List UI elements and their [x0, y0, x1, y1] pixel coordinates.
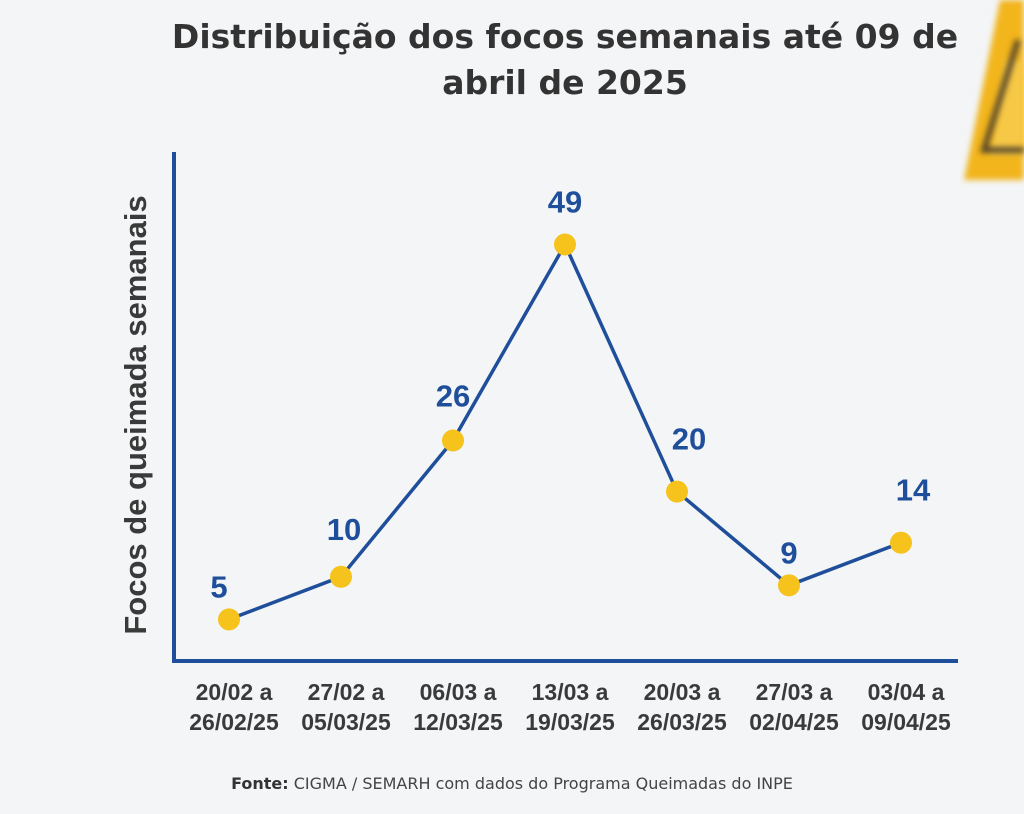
x-tick-label: 09/04/25 [861, 709, 951, 735]
data-point [330, 565, 352, 588]
x-tick-label: 02/04/25 [749, 709, 839, 735]
x-tick-label: 05/03/25 [301, 709, 391, 735]
data-label: 26 [436, 378, 470, 413]
x-tick-label: 27/02 a [308, 679, 385, 705]
series-line [228, 240, 902, 622]
data-label: 49 [548, 185, 582, 220]
data-label: 10 [327, 512, 361, 547]
x-tick-label: 19/03/25 [525, 709, 615, 735]
data-point [442, 429, 464, 452]
x-tick-label: 20/02 a [196, 679, 273, 705]
data-point [890, 531, 912, 554]
source-text: CIGMA / SEMARH com dados do Programa Que… [288, 774, 793, 793]
source-label: Fonte: [231, 774, 289, 793]
data-point [666, 480, 688, 503]
data-label: 9 [780, 535, 797, 570]
data-label: 5 [210, 569, 227, 604]
data-label: 20 [672, 422, 706, 457]
data-point [218, 608, 240, 631]
x-tick-label: 26/03/25 [637, 709, 727, 735]
data-label: 14 [896, 473, 931, 508]
data-point [554, 233, 576, 256]
warning-sign-graphic [964, 0, 1024, 180]
y-axis-label: Focos de queimada semanais [118, 195, 153, 634]
x-tick-label: 26/02/25 [189, 709, 279, 735]
source-note: Fonte: CIGMA / SEMARH com dados do Progr… [0, 774, 1024, 793]
x-tick-label: 03/04 a [868, 679, 945, 705]
x-tick-label: 12/03/25 [413, 709, 503, 735]
chart-title: Distribuição dos focos semanais até 09 d… [171, 17, 959, 102]
data-point [778, 574, 800, 597]
x-tick-label: 13/03 a [532, 679, 609, 705]
x-tick-label: 27/03 a [756, 679, 833, 705]
x-tick-label: 20/03 a [644, 679, 721, 705]
x-tick-label: 06/03 a [420, 679, 497, 705]
